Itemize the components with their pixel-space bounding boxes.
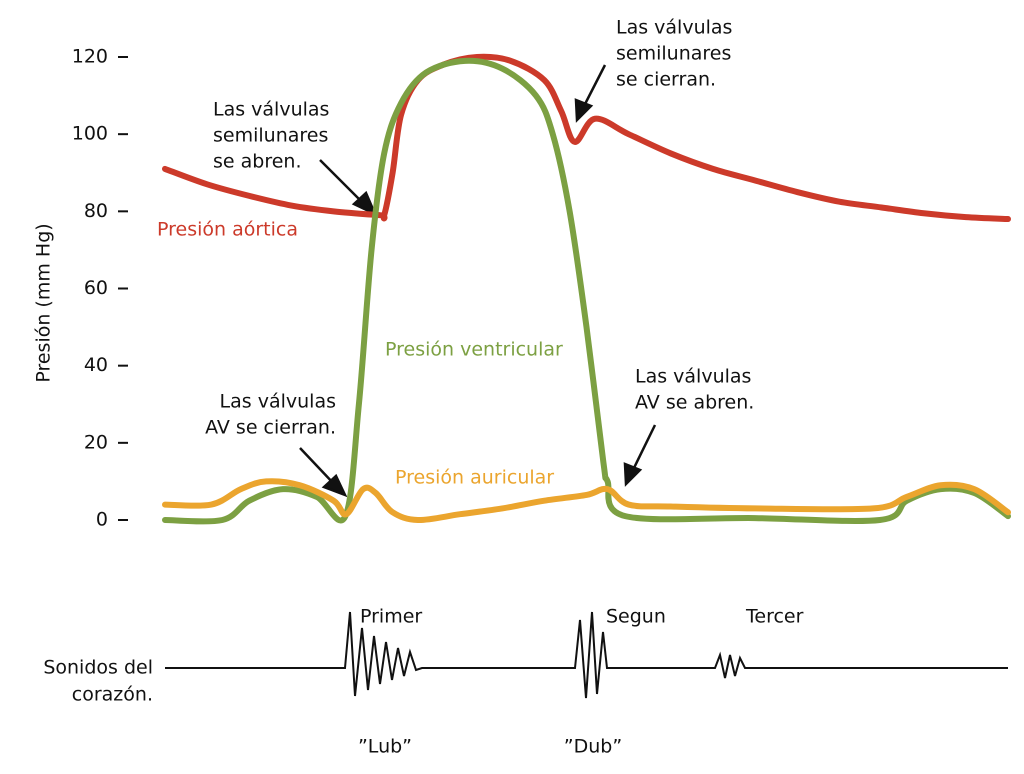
annotation-arrows xyxy=(299,64,657,498)
line-series xyxy=(162,478,1011,524)
series-label: Presión auricular xyxy=(395,467,554,489)
annotation: AV se abren. xyxy=(635,392,754,414)
heart-sound-trace xyxy=(165,611,1008,699)
series-label: Presión aórtica xyxy=(157,219,298,241)
y-axis-label: Presión (mm Hg) xyxy=(33,223,55,382)
heart-sound-label: corazón. xyxy=(72,684,153,706)
heart-sound-name: Primer xyxy=(360,606,422,628)
series-label: Presión ventricular xyxy=(385,339,563,361)
line-series xyxy=(162,53,1011,223)
heart-sound-label: Sonidos del xyxy=(43,657,153,679)
line-series xyxy=(162,57,1011,525)
y-tick-label: 80 xyxy=(84,200,108,222)
annotation: Las válvulas xyxy=(616,17,732,39)
heart-sound-name: Tercer xyxy=(745,606,804,628)
y-tick-label: 100 xyxy=(72,123,108,145)
annotation: se abren. xyxy=(213,151,302,173)
annotation: semilunares xyxy=(616,43,731,65)
heart-sound-sound: ”Dub” xyxy=(564,736,622,758)
annotation: semilunares xyxy=(213,125,328,147)
y-tick-label: 0 xyxy=(96,509,108,531)
annotation: Las válvulas xyxy=(213,99,329,121)
y-tick-label: 40 xyxy=(84,354,108,376)
heart-sound-sound: ”Lub” xyxy=(358,736,412,758)
annotation: Las válvulas xyxy=(220,391,336,413)
annotation: se cierran. xyxy=(616,69,716,91)
y-tick-label: 20 xyxy=(84,431,108,453)
heart-sound-name: Segun xyxy=(606,606,666,628)
y-tick-label: 120 xyxy=(72,46,108,68)
annotation: AV se cierran. xyxy=(205,417,336,439)
y-tick-label: 60 xyxy=(84,277,108,299)
annotation: Las válvulas xyxy=(635,366,751,388)
